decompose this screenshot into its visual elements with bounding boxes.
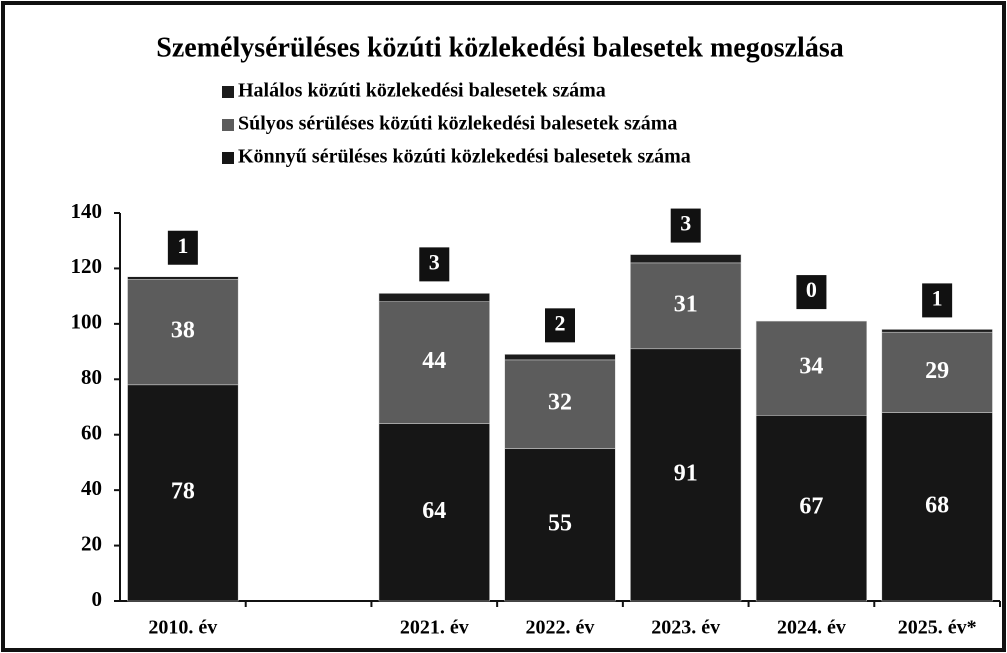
data-label: 64	[422, 498, 446, 524]
data-label: 55	[548, 510, 572, 536]
label-box	[167, 230, 198, 265]
bar-segment	[378, 423, 490, 602]
x-tick-label: 2024. év	[777, 617, 846, 639]
data-label: 91	[674, 460, 698, 486]
label-box	[545, 308, 575, 343]
data-label: 29	[925, 358, 949, 384]
bar-segment	[504, 354, 616, 361]
bar-segment	[378, 301, 490, 424]
data-label: 31	[674, 291, 698, 317]
bar-segment	[881, 331, 993, 413]
y-tick-label: 20	[81, 531, 102, 555]
x-tick-label: 2022. év	[526, 617, 595, 639]
data-label: 1	[177, 233, 188, 258]
bar-segment	[755, 320, 867, 416]
data-label: 3	[429, 249, 440, 274]
x-tick-label: 2023. év	[651, 617, 720, 639]
legend-label: Könnyű sérüléses közúti közlekedési bale…	[238, 146, 691, 168]
bar-segment	[504, 359, 616, 449]
data-label: 34	[799, 354, 823, 380]
label-box	[419, 247, 450, 282]
y-tick-label: 60	[81, 421, 102, 445]
bar-segment	[755, 415, 867, 602]
label-box	[796, 275, 827, 310]
x-tick-label: 2025. év*	[898, 617, 977, 639]
data-label: 67	[799, 494, 823, 520]
data-label: 38	[171, 318, 195, 344]
data-label: 78	[171, 478, 195, 504]
y-tick-label: 40	[81, 476, 102, 500]
bar-segment	[630, 348, 742, 602]
data-label: 3	[680, 211, 691, 236]
y-tick-label: 80	[81, 365, 102, 389]
data-label: 1	[932, 285, 943, 310]
label-box	[922, 283, 953, 318]
bar-segment	[378, 293, 490, 302]
y-tick-label: 120	[71, 254, 103, 278]
bar-segment	[127, 276, 239, 280]
bar-segment	[630, 262, 742, 350]
bar-segment	[127, 384, 239, 602]
data-label: 68	[925, 492, 949, 518]
chart-title: Személysérüléses közúti közlekedési bale…	[156, 32, 843, 63]
y-tick-label: 100	[71, 310, 103, 334]
data-label: 2	[555, 310, 566, 335]
legend-swatch	[222, 119, 234, 131]
x-tick-label: 2021. év	[400, 617, 469, 639]
legend-swatch	[222, 152, 234, 164]
y-tick-label: 140	[71, 199, 103, 223]
legend-label: Súlyos sérüléses közúti közlekedési bale…	[238, 113, 677, 135]
data-label: 0	[806, 277, 817, 302]
bar-segment	[630, 254, 742, 264]
bar-segment	[881, 329, 993, 333]
bar-segment	[127, 279, 239, 386]
data-label: 44	[422, 348, 446, 374]
data-label: 32	[548, 390, 572, 416]
legend-swatch	[222, 86, 234, 98]
x-tick-label: 2010. év	[148, 617, 217, 639]
legend-label: Halálos közúti közlekedési balesetek szá…	[238, 80, 606, 102]
y-tick-label: 0	[92, 587, 103, 611]
bar-segment	[504, 448, 616, 602]
label-box	[670, 208, 701, 243]
